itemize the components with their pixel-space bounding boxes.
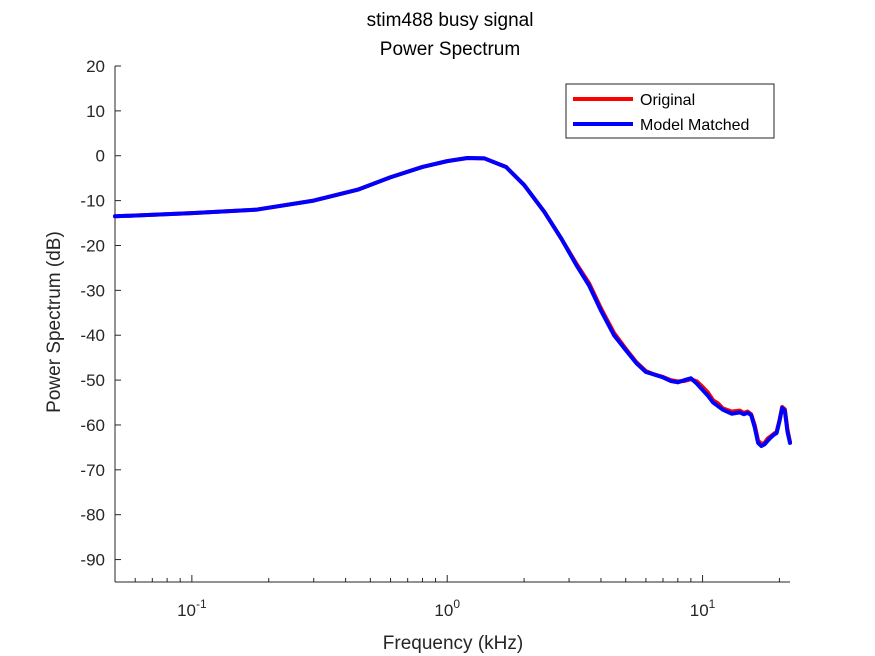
y-tick-label: -20 [80, 236, 105, 255]
y-tick-label: -60 [80, 416, 105, 435]
y-axis-label: Power Spectrum (dB) [44, 231, 65, 413]
y-tick-label: -80 [80, 506, 105, 525]
series-line-model-matched [113, 155, 792, 449]
legend: Original Model Matched [565, 83, 775, 139]
x-tick-label: 101 [690, 597, 716, 620]
x-tick-label: 100 [434, 597, 460, 620]
x-tick-label: 10-1 [177, 597, 207, 620]
y-tick-label: 0 [96, 147, 105, 166]
y-tick-label: -70 [80, 461, 105, 480]
y-tick-label: 20 [86, 57, 105, 76]
chart-title: stim488 busy signal [367, 10, 534, 31]
y-tick-label: -10 [80, 192, 105, 211]
legend-label-original: Original [640, 92, 695, 109]
chart-subtitle: Power Spectrum [380, 39, 520, 60]
y-tick-label: -50 [80, 371, 105, 390]
y-tick-label: 10 [86, 102, 105, 121]
y-tick-label: -40 [80, 326, 105, 345]
legend-box [565, 83, 775, 139]
legend-label-model-matched: Model Matched [640, 117, 749, 134]
y-tick-label: -90 [80, 551, 105, 570]
y-tick-label: -30 [80, 281, 105, 300]
x-axis-label: Frequency (kHz) [383, 633, 523, 654]
